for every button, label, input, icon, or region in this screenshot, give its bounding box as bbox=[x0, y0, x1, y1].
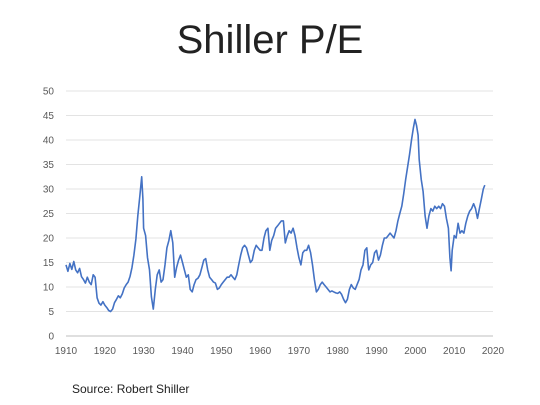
x-tick-label: 1970 bbox=[288, 346, 311, 357]
y-tick-label: 30 bbox=[43, 185, 55, 196]
source-note: Source: Robert Shiller bbox=[72, 382, 190, 396]
gridlines bbox=[66, 90, 493, 312]
y-tick-label: 0 bbox=[48, 332, 54, 343]
y-tick-label: 20 bbox=[43, 234, 55, 245]
y-tick-label: 45 bbox=[43, 111, 55, 122]
x-tick-label: 1920 bbox=[94, 346, 117, 357]
x-tick-label: 2000 bbox=[404, 346, 427, 357]
x-tick-label: 1910 bbox=[55, 346, 78, 357]
y-tick-label: 25 bbox=[43, 209, 55, 220]
x-tick-label: 1930 bbox=[133, 346, 156, 357]
y-tick-label: 50 bbox=[43, 87, 55, 98]
series-line-0 bbox=[65, 118, 486, 313]
x-tick-label: 1940 bbox=[171, 346, 194, 357]
y-axis-ticks: 0 5 10 15 20 25 30 35 40 45 50 bbox=[43, 87, 55, 343]
x-tick-label: 1990 bbox=[365, 346, 388, 357]
y-tick-label: 5 bbox=[48, 307, 54, 318]
x-tick-label: 1950 bbox=[210, 346, 233, 357]
x-tick-label: 2020 bbox=[482, 346, 505, 357]
y-tick-label: 15 bbox=[43, 258, 55, 269]
y-tick-label: 10 bbox=[43, 283, 55, 294]
x-tick-label: 1980 bbox=[327, 346, 350, 357]
series-group bbox=[65, 118, 486, 313]
x-axis-ticks: 1910 1920 1930 1940 1950 1960 1970 1980 1990 2000… bbox=[55, 346, 505, 357]
y-tick-label: 35 bbox=[43, 160, 55, 171]
x-tick-label: 1960 bbox=[249, 346, 272, 357]
x-tick-label: 2010 bbox=[443, 346, 466, 357]
chart-title: Shiller P/E bbox=[176, 18, 364, 62]
y-tick-label: 40 bbox=[43, 136, 55, 147]
